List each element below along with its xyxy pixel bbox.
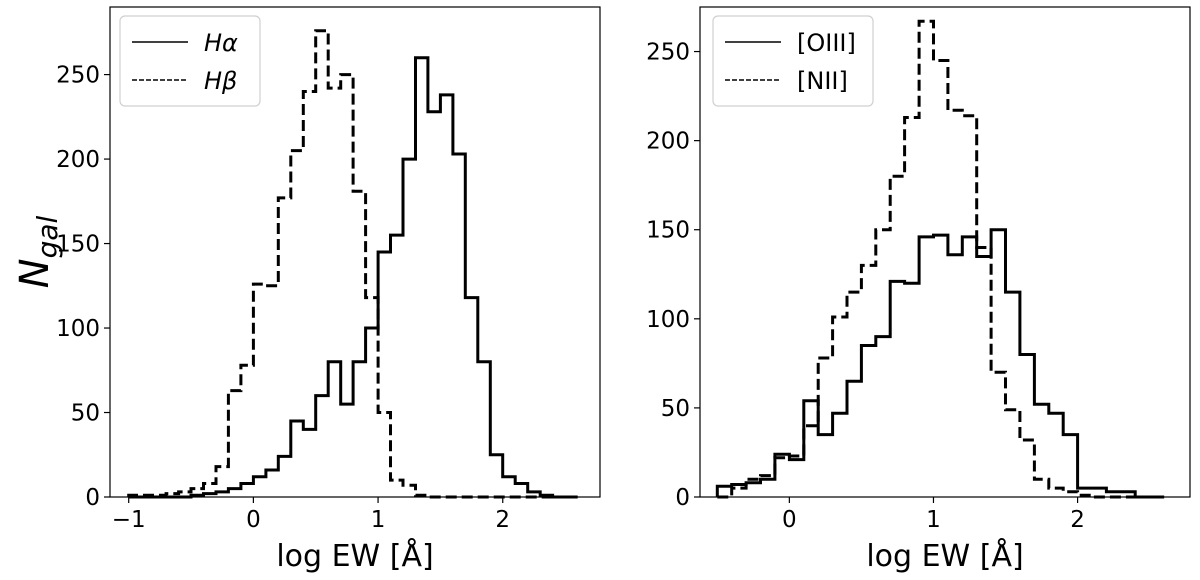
x-tick-label: 1 (371, 507, 386, 533)
y-tick-label: 0 (85, 485, 100, 511)
panel-1: −1 0 1 2 0 50 100 150 200 250 log EW [Å] Ngal Hα Hβ (12, 6, 601, 574)
series-H-histogram (128, 56, 578, 499)
x-tick-label: 2 (1070, 507, 1085, 533)
legend: Hα Hβ (119, 15, 261, 107)
y-tick-label: 200 (56, 147, 100, 173)
y-tick-label: 0 (675, 485, 690, 511)
legend-box (119, 15, 261, 107)
y-tick-label: 100 (646, 307, 690, 333)
x-tick-label: 0 (782, 507, 797, 533)
x-tick-label: 2 (495, 507, 510, 533)
y-tick-label: 50 (661, 396, 690, 422)
panel-2: 0 1 2 0 50 100 150 200 250 log EW [Å] [OIII] [NII] (646, 6, 1191, 574)
y-tick-label: 150 (56, 232, 100, 258)
plot-frame (699, 6, 1191, 498)
x-tick-label: −1 (112, 507, 146, 533)
y-tick-label: 250 (56, 63, 100, 89)
series-OIII-histogram (715, 228, 1165, 499)
legend-label-1: Hα (204, 29, 238, 57)
x-axis-label: log EW [Å] (276, 538, 433, 574)
y-tick-label: 200 (646, 129, 690, 155)
y-tick-label: 100 (56, 316, 100, 342)
series-NII-histogram (717, 19, 1165, 499)
legend-label-1: [OIII] (797, 29, 856, 57)
legend-label-2: [NII] (797, 67, 848, 95)
plot-frame (109, 6, 601, 498)
legend-box (712, 15, 874, 107)
x-axis-label: log EW [Å] (866, 538, 1023, 574)
x-tick-label: 1 (926, 507, 941, 533)
y-tick-label: 50 (71, 401, 100, 427)
y-tick-label: 250 (646, 40, 690, 66)
y-axis-label: Ngal (12, 215, 64, 288)
legend-label-2: Hβ (204, 67, 237, 95)
legend: [OIII] [NII] (712, 15, 874, 107)
y-tick-label: 150 (646, 218, 690, 244)
x-tick-label: 0 (246, 507, 261, 533)
